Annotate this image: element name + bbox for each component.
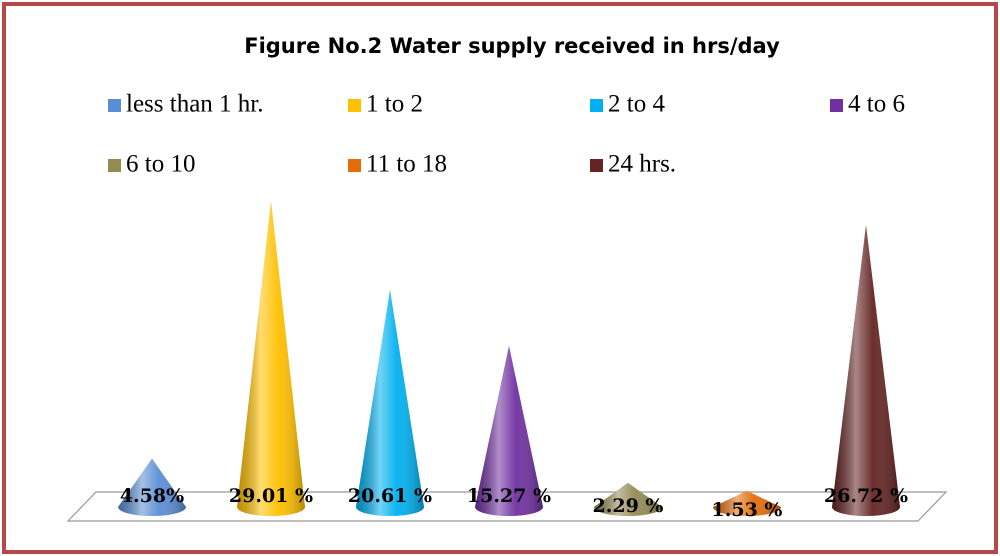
cone — [713, 490, 781, 516]
data-label: 20.61 % — [348, 485, 432, 507]
cone — [594, 482, 662, 516]
legend-label: 24 hrs. — [608, 151, 676, 178]
cone — [832, 225, 900, 516]
legend-label: 4 to 6 — [848, 91, 905, 118]
legend-label: less than 1 hr. — [126, 91, 264, 118]
legend-swatch — [108, 159, 121, 172]
data-label: 15.27 % — [467, 485, 551, 507]
data-label: 2.29 % — [593, 495, 664, 517]
legend-swatch — [108, 99, 121, 112]
data-label: 4.58% — [120, 485, 184, 507]
legend-label: 6 to 10 — [126, 151, 195, 178]
legend-label: 2 to 4 — [608, 91, 665, 118]
legend-swatch — [830, 99, 843, 112]
cone — [237, 200, 305, 516]
legend-swatch — [590, 99, 603, 112]
data-label: 29.01 % — [229, 485, 313, 507]
legend-swatch — [590, 159, 603, 172]
legend-label: 1 to 2 — [366, 91, 423, 118]
legend-swatch — [348, 99, 361, 112]
cone — [356, 289, 424, 516]
cone — [118, 458, 186, 516]
chart-title: Figure No.2 Water supply received in hrs… — [244, 34, 780, 58]
data-label: 1.53 % — [712, 499, 783, 521]
legend-label: 11 to 18 — [366, 151, 447, 178]
cone — [475, 345, 543, 516]
data-label: 26.72 % — [824, 485, 908, 507]
legend-swatch — [348, 159, 361, 172]
